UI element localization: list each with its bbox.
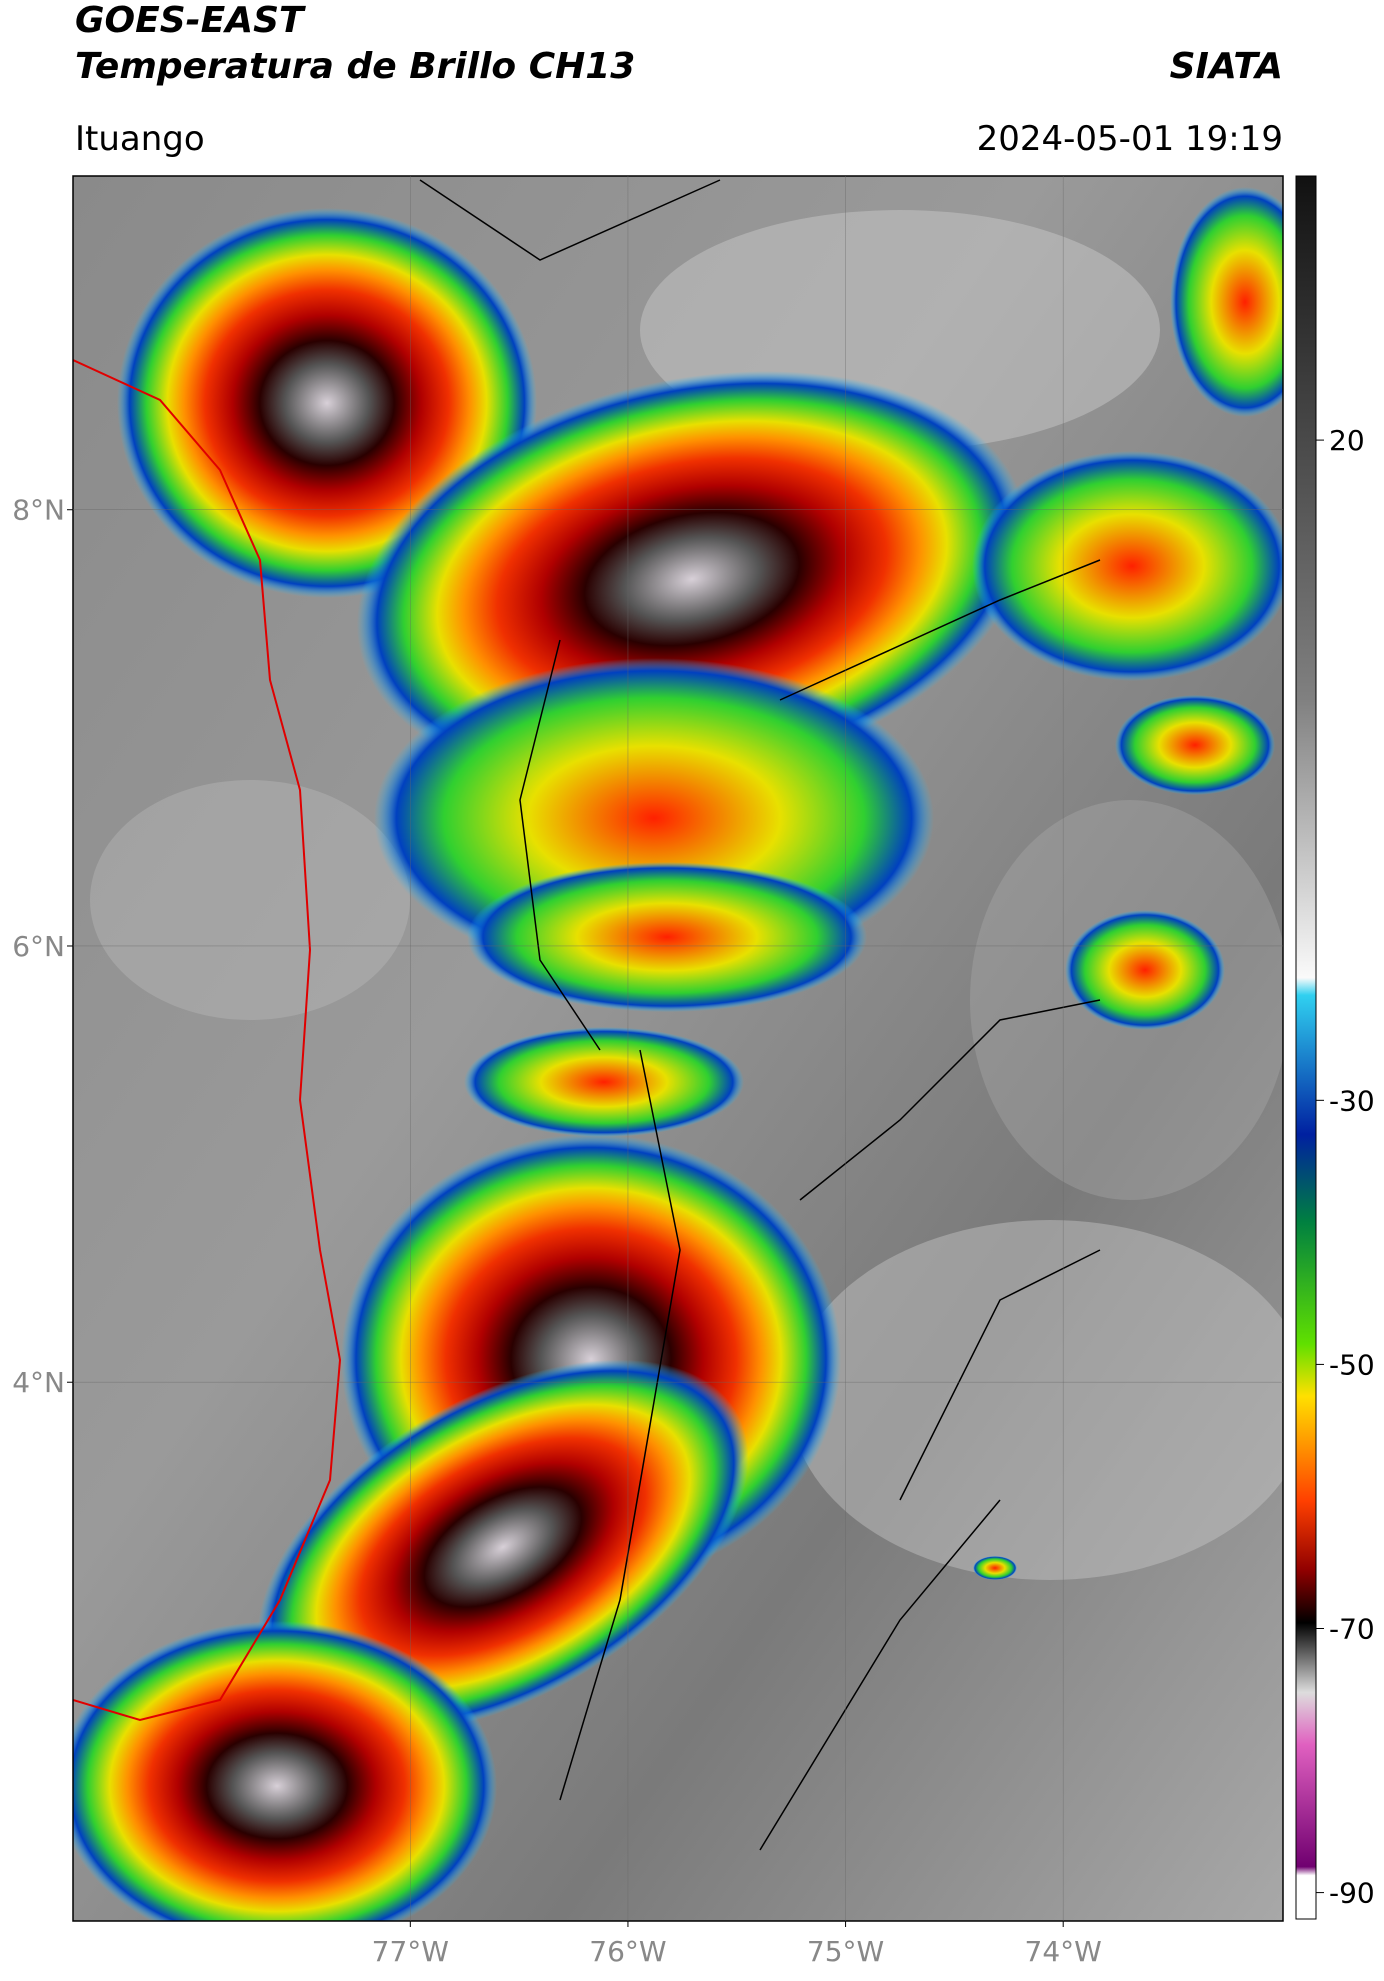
map-frame — [72, 175, 1284, 1922]
satellite-image — [73, 176, 1283, 1921]
colorbar-tick-label: -70 — [1329, 1613, 1375, 1646]
colorbar-tick-label: -30 — [1329, 1084, 1375, 1117]
lat-tick-label: 6°N — [12, 930, 65, 963]
organization: SIATA — [1170, 46, 1283, 87]
lon-tick-label: 77°W — [372, 1935, 449, 1968]
colorbar — [1295, 175, 1317, 1920]
datetime: 2024-05-01 19:19 — [977, 119, 1283, 159]
subtitle: Temperatura de Brillo CH13 — [75, 46, 635, 87]
lon-tick-label: 75°W — [807, 1935, 884, 1968]
colorbar-tick-label: -50 — [1329, 1348, 1375, 1381]
colorbar-tick-label: -90 — [1329, 1877, 1375, 1910]
lat-tick-label: 4°N — [12, 1366, 65, 1399]
colorbar-tick-label: 20 — [1329, 424, 1365, 457]
lat-tick-label: 8°N — [12, 494, 65, 527]
lon-tick-label: 76°W — [589, 1935, 666, 1968]
lon-tick-label: 74°W — [1025, 1935, 1102, 1968]
title: GOES-EAST — [75, 0, 306, 41]
location: Ituango — [75, 119, 205, 159]
